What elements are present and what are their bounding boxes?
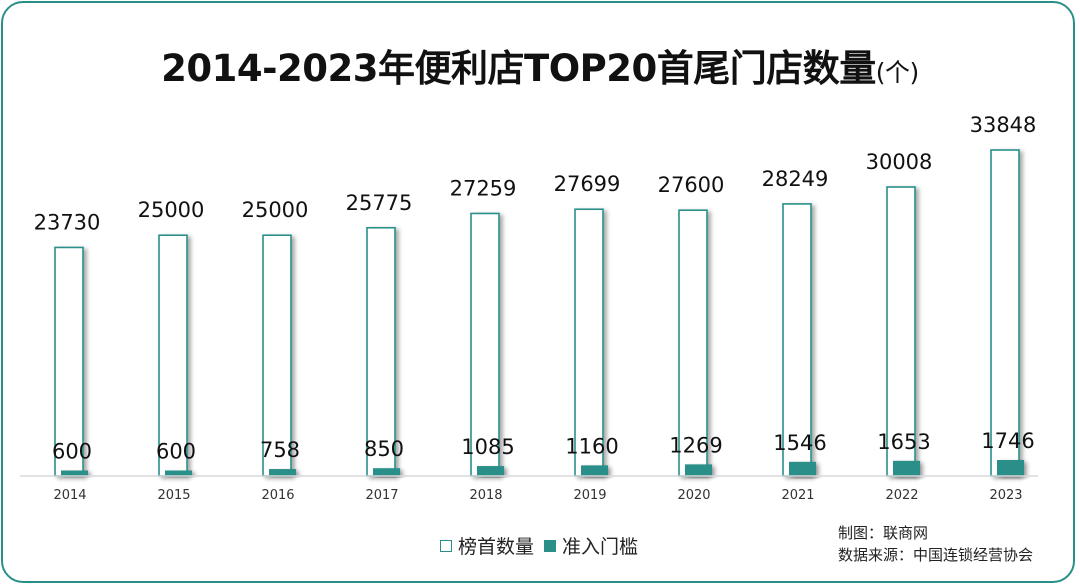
legend-label-threshold: 准入门槛 [562,536,639,558]
value-label-top-2021: 28249 [762,167,829,191]
bar-threshold-2017 [373,468,400,476]
bar-top-2015 [158,234,188,477]
value-label-threshold-2019: 1160 [565,434,618,458]
x-tick-label-2016: 2016 [261,488,294,503]
bar-threshold-2016 [269,469,296,476]
x-tick-label-2018: 2018 [469,488,502,503]
bar-threshold-2020 [685,464,712,476]
legend-label-top: 榜首数量 [458,536,535,558]
value-label-top-2018: 27259 [450,176,517,200]
legend-swatch-filled [544,539,557,552]
value-label-top-2019: 27699 [554,172,621,196]
bar-top-2019 [574,208,604,477]
value-label-threshold-2021: 1546 [773,431,826,455]
bar-threshold-2021 [789,461,816,476]
legend-swatch-outline [440,539,452,552]
bar-threshold-2015 [165,470,192,476]
value-label-threshold-2018: 1085 [461,435,514,459]
value-label-top-2023: 33848 [970,113,1037,137]
value-label-threshold-2017: 850 [364,437,404,461]
value-label-threshold-2015: 600 [156,440,196,464]
x-tick-label-2022: 2022 [885,488,918,503]
chart-title: 2014-2023年便利店TOP20首尾门店数量(个) [0,38,1080,92]
source-note: 制图：联商网 数据来源：中国连锁经营协会 [838,522,1033,566]
value-label-threshold-2022: 1653 [877,430,930,454]
value-label-top-2020: 27600 [658,173,725,197]
legend: 榜首数量 准入门槛 [440,532,638,559]
bar-threshold-2023 [997,460,1024,476]
bar-threshold-2019 [581,465,608,476]
source-text: 数据来源：中国连锁经营协会 [838,546,1034,564]
x-tick-label-2021: 2021 [781,488,814,503]
bar-top-2021 [782,203,812,477]
x-tick-label-2019: 2019 [573,488,606,503]
value-label-threshold-2023: 1746 [981,429,1034,453]
value-label-top-2016: 25000 [242,198,309,222]
credit-text: 制图：联商网 [838,524,929,542]
title-unit: (个) [875,58,920,87]
value-label-threshold-2014: 600 [52,440,92,464]
title-text: 2014-2023年便利店TOP20首尾门店数量 [161,47,876,90]
x-tick-label-2023: 2023 [989,488,1022,503]
bar-threshold-2014 [61,470,88,476]
bar-top-2023 [990,149,1020,477]
x-tick-label-2017: 2017 [365,488,398,503]
bar-top-2022 [886,186,916,477]
value-label-threshold-2016: 758 [260,438,300,462]
value-label-top-2014: 23730 [34,210,101,234]
x-tick-label-2014: 2014 [53,488,86,503]
value-label-top-2015: 25000 [138,198,205,222]
bar-top-2020 [678,209,708,477]
bar-threshold-2018 [477,466,504,476]
bar-top-2014 [54,246,84,477]
bar-threshold-2022 [893,460,920,476]
value-label-top-2022: 30008 [866,150,933,174]
value-label-threshold-2020: 1269 [669,433,722,457]
value-label-top-2017: 25775 [346,191,413,215]
x-tick-label-2015: 2015 [157,488,190,503]
x-tick-label-2020: 2020 [677,488,710,503]
